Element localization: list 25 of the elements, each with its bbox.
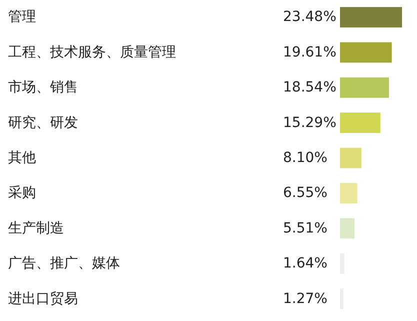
y-tick-label: 市场、销售 bbox=[8, 80, 78, 96]
y-tick-label: 生产制造 bbox=[8, 220, 64, 236]
bar bbox=[340, 7, 402, 28]
bar bbox=[340, 182, 358, 204]
y-tick-label: 研究、研发 bbox=[8, 114, 78, 131]
bar bbox=[340, 77, 389, 98]
data-label: 5.51% bbox=[283, 220, 328, 236]
data-label: 8.10% bbox=[283, 150, 328, 166]
data-label: 19.61% bbox=[283, 44, 336, 60]
y-tick-label: 工程、技术服务、质量管理 bbox=[8, 44, 176, 60]
data-label: 18.54% bbox=[283, 80, 336, 96]
data-label: 23.48% bbox=[283, 9, 336, 26]
data-label: 6.55% bbox=[283, 185, 328, 202]
y-tick-label: 其他 bbox=[8, 150, 36, 166]
bar bbox=[340, 112, 380, 134]
data-label: 1.27% bbox=[283, 290, 328, 307]
bar bbox=[340, 218, 355, 239]
y-tick-label: 管理 bbox=[8, 9, 36, 26]
y-tick-label: 广告、推广、媒体 bbox=[8, 256, 120, 272]
data-label: 15.29% bbox=[283, 114, 336, 131]
y-tick-label: 采购 bbox=[8, 185, 36, 202]
bar bbox=[340, 148, 362, 168]
data-label: 1.64% bbox=[283, 256, 328, 272]
bar bbox=[340, 42, 392, 63]
y-tick-label: 进出口贸易 bbox=[8, 290, 78, 307]
